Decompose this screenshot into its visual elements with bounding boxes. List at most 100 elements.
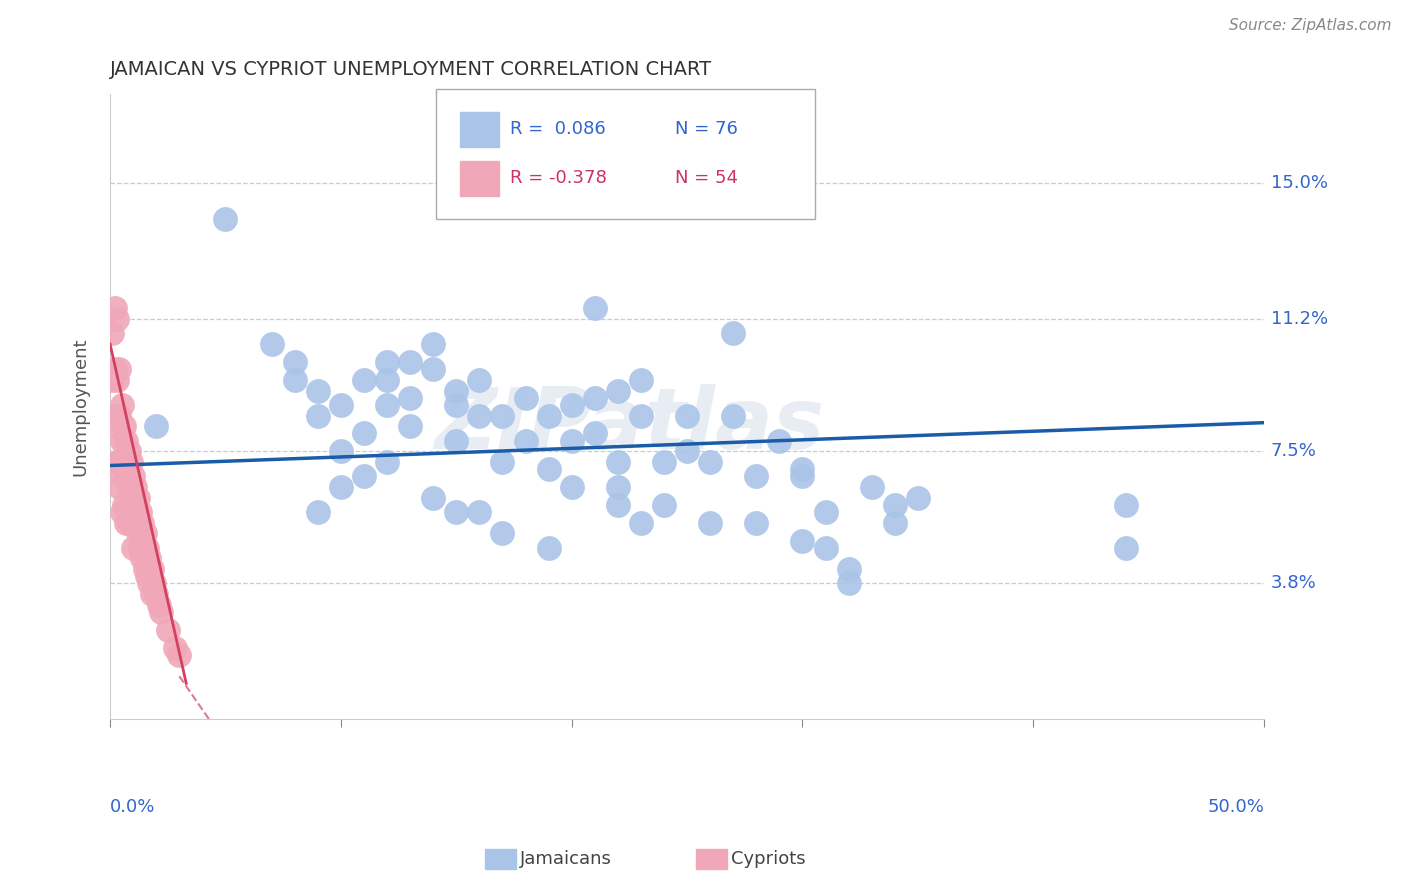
Point	[117, 444, 139, 458]
Point	[105, 312, 128, 326]
Point	[375, 373, 398, 387]
Point	[723, 409, 745, 423]
Point	[583, 391, 606, 405]
Point	[652, 498, 675, 512]
Point	[699, 455, 721, 469]
Point	[145, 419, 167, 434]
Point	[814, 505, 837, 519]
Text: Cypriots: Cypriots	[731, 850, 806, 868]
Point	[399, 419, 422, 434]
Point	[307, 505, 329, 519]
Point	[124, 480, 146, 494]
Point	[422, 362, 444, 376]
Point	[907, 491, 929, 505]
Text: 7.5%: 7.5%	[1271, 442, 1317, 460]
Point	[138, 551, 160, 566]
Point	[630, 373, 652, 387]
Point	[110, 505, 132, 519]
Point	[148, 598, 170, 612]
Text: R =  0.086: R = 0.086	[510, 120, 606, 138]
Point	[169, 648, 191, 662]
Point	[468, 409, 491, 423]
Point	[491, 526, 513, 541]
Point	[110, 398, 132, 412]
Point	[883, 516, 905, 530]
Point	[422, 337, 444, 351]
Point	[142, 576, 165, 591]
Point	[838, 562, 860, 576]
Point	[583, 301, 606, 316]
Point	[104, 409, 127, 423]
Point	[124, 516, 146, 530]
Point	[353, 469, 375, 483]
Text: ZIPatlas: ZIPatlas	[434, 384, 824, 467]
Point	[491, 409, 513, 423]
Point	[446, 384, 468, 398]
Point	[131, 551, 153, 566]
Point	[117, 516, 139, 530]
Point	[561, 434, 583, 448]
Point	[792, 533, 814, 548]
Point	[399, 355, 422, 369]
Point	[141, 562, 163, 576]
Point	[375, 355, 398, 369]
Text: 0.0%: 0.0%	[110, 797, 156, 815]
Point	[284, 373, 307, 387]
Point	[422, 491, 444, 505]
Text: 11.2%: 11.2%	[1271, 310, 1329, 328]
Point	[399, 391, 422, 405]
Text: 15.0%: 15.0%	[1271, 174, 1329, 193]
Point	[606, 455, 628, 469]
Point	[105, 455, 128, 469]
Text: 50.0%: 50.0%	[1208, 797, 1264, 815]
Point	[307, 409, 329, 423]
Point	[136, 569, 159, 583]
Point	[446, 398, 468, 412]
Point	[112, 462, 135, 476]
Point	[446, 434, 468, 448]
Point	[745, 516, 768, 530]
Text: Jamaicans: Jamaicans	[520, 850, 612, 868]
Point	[108, 409, 131, 423]
Text: Source: ZipAtlas.com: Source: ZipAtlas.com	[1229, 18, 1392, 33]
Point	[606, 384, 628, 398]
Point	[329, 480, 352, 494]
Point	[491, 455, 513, 469]
Point	[149, 605, 172, 619]
Point	[141, 587, 163, 601]
Point	[1115, 541, 1137, 555]
Point	[108, 480, 131, 494]
Point	[163, 640, 186, 655]
Point	[723, 326, 745, 341]
Text: N = 76: N = 76	[675, 120, 738, 138]
Point	[112, 419, 135, 434]
Point	[122, 469, 145, 483]
Y-axis label: Unemployment: Unemployment	[72, 337, 89, 475]
Point	[156, 623, 179, 637]
Point	[838, 576, 860, 591]
Point	[129, 541, 152, 555]
Point	[112, 498, 135, 512]
Point	[537, 541, 560, 555]
Text: R = -0.378: R = -0.378	[510, 169, 607, 187]
Point	[606, 498, 628, 512]
Point	[468, 373, 491, 387]
Point	[468, 505, 491, 519]
Point	[115, 434, 138, 448]
Point	[515, 391, 537, 405]
Point	[108, 455, 131, 469]
Point	[260, 337, 283, 351]
Point	[537, 409, 560, 423]
Point	[860, 480, 883, 494]
Point	[129, 505, 152, 519]
Point	[108, 362, 131, 376]
Point	[307, 384, 329, 398]
Point	[127, 491, 149, 505]
Point	[792, 462, 814, 476]
Point	[814, 541, 837, 555]
Point	[375, 455, 398, 469]
Point	[745, 469, 768, 483]
Point	[537, 462, 560, 476]
Point	[138, 576, 160, 591]
Point	[676, 444, 699, 458]
